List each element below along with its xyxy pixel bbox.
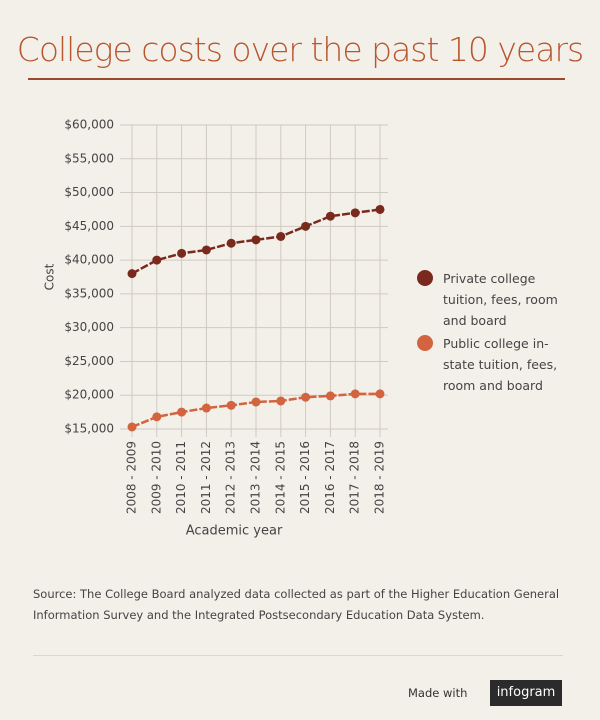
data-point <box>301 221 311 231</box>
data-point <box>251 397 261 407</box>
legend-swatch <box>417 335 433 351</box>
x-tick-label: 2008 - 2009 <box>125 441 139 514</box>
x-tick-label: 2016 - 2017 <box>323 441 337 514</box>
divider <box>33 655 563 656</box>
x-tick-label: 2011 - 2012 <box>199 441 213 514</box>
legend-swatch <box>417 270 433 286</box>
y-axis-label: Cost <box>43 263 57 290</box>
series-line <box>131 208 381 275</box>
data-point <box>301 392 311 402</box>
x-tick-label: 2017 - 2018 <box>348 441 362 514</box>
data-point <box>226 238 236 248</box>
data-point <box>177 407 187 417</box>
x-tick-label: 2018 - 2019 <box>373 441 387 514</box>
data-point <box>152 412 162 422</box>
y-tick-label: $45,000 <box>64 219 114 233</box>
data-point <box>325 391 335 401</box>
y-tick-label: $60,000 <box>64 118 114 132</box>
source-note: Source: The College Board analyzed data … <box>33 587 560 622</box>
data-point <box>226 400 236 410</box>
data-point <box>177 248 187 258</box>
y-tick-label: $50,000 <box>64 185 114 199</box>
brand-badge[interactable]: infogram <box>490 680 562 706</box>
x-tick-label: 2012 - 2013 <box>224 441 238 514</box>
data-point <box>350 208 360 218</box>
data-point <box>127 422 137 432</box>
x-tick-label: 2013 - 2014 <box>249 441 263 514</box>
y-tick-label: $15,000 <box>64 422 114 436</box>
data-point <box>201 403 211 413</box>
x-axis-label: Academic year <box>186 524 283 539</box>
data-point <box>276 231 286 241</box>
data-point <box>152 255 162 265</box>
chart-title: College costs over the past 10 years <box>16 30 584 69</box>
x-tick-label: 2010 - 2011 <box>174 441 188 514</box>
legend-entry: Private college tuition, fees, room and … <box>443 271 558 328</box>
data-point <box>325 211 335 221</box>
x-tick-label: 2014 - 2015 <box>273 441 287 514</box>
data-point <box>127 269 137 279</box>
y-tick-label: $20,000 <box>64 388 114 402</box>
legend-entry: Public college in-state tuition, fees, r… <box>443 336 558 393</box>
y-tick-label: $55,000 <box>64 151 114 165</box>
data-point <box>350 389 360 399</box>
data-point <box>201 245 211 255</box>
data-point <box>276 396 286 406</box>
y-tick-label: $40,000 <box>64 253 114 267</box>
title-rule <box>28 78 565 80</box>
made-with: Made with <box>408 686 468 700</box>
y-tick-label: $25,000 <box>64 354 114 368</box>
y-tick-label: $35,000 <box>64 286 114 300</box>
x-tick-label: 2015 - 2016 <box>298 441 312 514</box>
x-tick-label: 2009 - 2010 <box>149 441 163 514</box>
data-point <box>375 204 385 214</box>
data-point <box>375 389 385 399</box>
y-tick-label: $30,000 <box>64 320 114 334</box>
data-point <box>251 235 261 245</box>
